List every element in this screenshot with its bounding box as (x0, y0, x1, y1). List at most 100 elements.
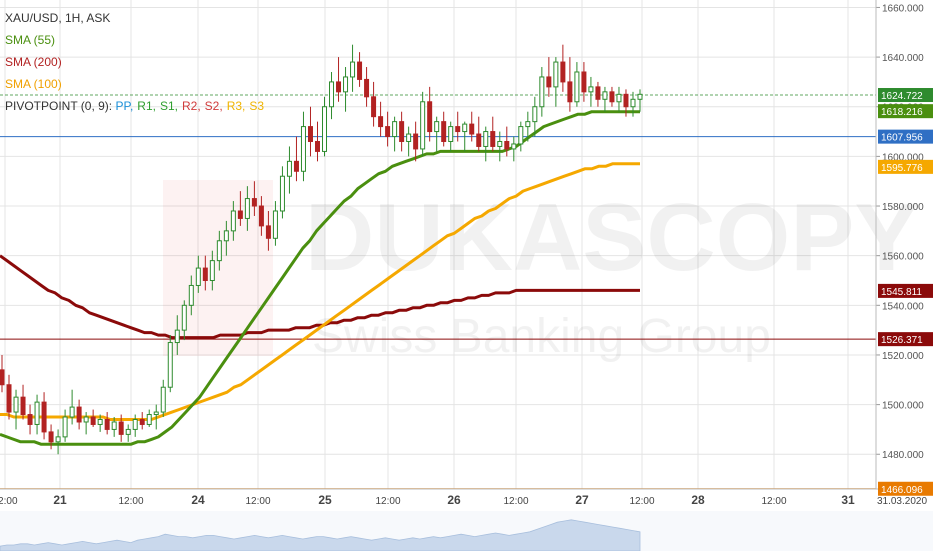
candle-body[interactable] (434, 121, 440, 133)
sma-100-line[interactable] (0, 162, 640, 421)
candle-body[interactable] (413, 133, 419, 150)
candle-body[interactable] (195, 267, 201, 286)
candle-body[interactable] (209, 260, 215, 281)
candle-body[interactable] (293, 160, 299, 172)
candle-body[interactable] (146, 414, 152, 425)
candle-body[interactable] (83, 416, 89, 423)
candle-body[interactable] (483, 131, 489, 147)
candle-body[interactable] (497, 140, 503, 147)
candle-body[interactable] (139, 418, 145, 425)
candle-body[interactable] (567, 81, 573, 103)
candle-body[interactable] (518, 126, 524, 145)
candle-body[interactable] (160, 386, 166, 413)
candle-body[interactable] (265, 225, 271, 239)
candle-body[interactable] (378, 116, 384, 128)
candle-body[interactable] (0, 369, 5, 386)
candle-body[interactable] (616, 93, 622, 103)
candle-body[interactable] (581, 71, 587, 93)
candle-body[interactable] (525, 121, 531, 128)
candle-body[interactable] (574, 71, 580, 103)
candle-body[interactable] (6, 384, 12, 413)
candle-body[interactable] (364, 78, 370, 98)
candle-body[interactable] (399, 121, 405, 142)
candle-body[interactable] (27, 414, 33, 425)
candle-body[interactable] (13, 396, 19, 413)
candle-body[interactable] (371, 96, 377, 118)
candle-body[interactable] (336, 81, 342, 93)
candle-body[interactable] (623, 93, 629, 108)
candle-body[interactable] (237, 210, 243, 219)
candle-body[interactable] (258, 205, 264, 227)
candle-body[interactable] (111, 421, 117, 430)
candle-body[interactable] (90, 416, 96, 425)
candle-body[interactable] (118, 421, 124, 435)
candle-body[interactable] (602, 91, 608, 100)
legend-sma-100[interactable]: SMA (100) (5, 77, 62, 91)
candle-body[interactable] (153, 411, 159, 416)
candle-body[interactable] (286, 160, 292, 177)
candle-body[interactable] (546, 76, 552, 88)
candle-body[interactable] (490, 131, 496, 147)
candle-body[interactable] (462, 123, 468, 133)
candle-body[interactable] (392, 121, 398, 138)
candle-body[interactable] (455, 126, 461, 133)
candle-body[interactable] (511, 143, 517, 150)
legend-sma-200[interactable]: SMA (200) (5, 55, 62, 69)
candle-body[interactable] (34, 401, 40, 425)
candle-body[interactable] (174, 329, 180, 344)
candle-body[interactable] (223, 230, 229, 242)
candle-body[interactable] (539, 76, 545, 108)
candle-body[interactable] (448, 126, 454, 142)
candle-body[interactable] (343, 76, 349, 93)
candle-body[interactable] (427, 101, 433, 133)
candle-body[interactable] (441, 121, 447, 142)
candle-body[interactable] (216, 240, 222, 262)
candle-body[interactable] (630, 98, 636, 108)
candle-body[interactable] (202, 267, 208, 281)
candle-body[interactable] (406, 133, 412, 142)
candle-body[interactable] (41, 401, 47, 433)
candle-body[interactable] (300, 126, 306, 172)
candle-body[interactable] (637, 93, 643, 100)
candle-body[interactable] (55, 436, 61, 443)
sma-55-line[interactable] (0, 110, 640, 446)
candle-body[interactable] (469, 123, 475, 135)
candle-body[interactable] (532, 106, 538, 123)
candle-body[interactable] (314, 140, 320, 152)
candle-body[interactable] (279, 175, 285, 212)
candle-body[interactable] (104, 418, 110, 430)
legend-instrument[interactable]: XAU/USD, 1H, ASK (5, 11, 111, 25)
candle-body[interactable] (230, 210, 236, 232)
candle-body[interactable] (504, 140, 510, 150)
candle-body[interactable] (476, 133, 482, 147)
candle-body[interactable] (553, 61, 559, 88)
candle-body[interactable] (307, 126, 313, 142)
candle-body[interactable] (244, 198, 250, 219)
legend-sma-55[interactable]: SMA (55) (5, 33, 56, 47)
legend-pivotpoint[interactable]: PIVOTPOINT (0, 9): PP, R1, S1, R2, S2, R3, S3 (5, 95, 268, 117)
candle-body[interactable] (181, 304, 187, 331)
candle-body[interactable] (385, 126, 391, 138)
candle-body[interactable] (251, 198, 257, 207)
candle-body[interactable] (350, 61, 356, 78)
candle-body[interactable] (357, 61, 363, 80)
candle-body[interactable] (560, 61, 566, 83)
candle-body[interactable] (132, 418, 138, 430)
candle-body[interactable] (609, 91, 615, 103)
sma-200-line[interactable] (0, 254, 640, 340)
candle-body[interactable] (420, 101, 426, 150)
candle-body[interactable] (322, 106, 328, 152)
candle-body[interactable] (272, 210, 278, 239)
candle-body[interactable] (97, 418, 103, 425)
candle-body[interactable] (329, 81, 335, 108)
candle-body[interactable] (62, 416, 68, 438)
candle-body[interactable] (76, 406, 82, 423)
candle-body[interactable] (595, 86, 601, 100)
candle-body[interactable] (69, 406, 75, 418)
candle-body[interactable] (20, 396, 26, 416)
candle-body[interactable] (188, 284, 194, 306)
candle-body[interactable] (48, 431, 54, 443)
candle-body[interactable] (125, 428, 131, 435)
